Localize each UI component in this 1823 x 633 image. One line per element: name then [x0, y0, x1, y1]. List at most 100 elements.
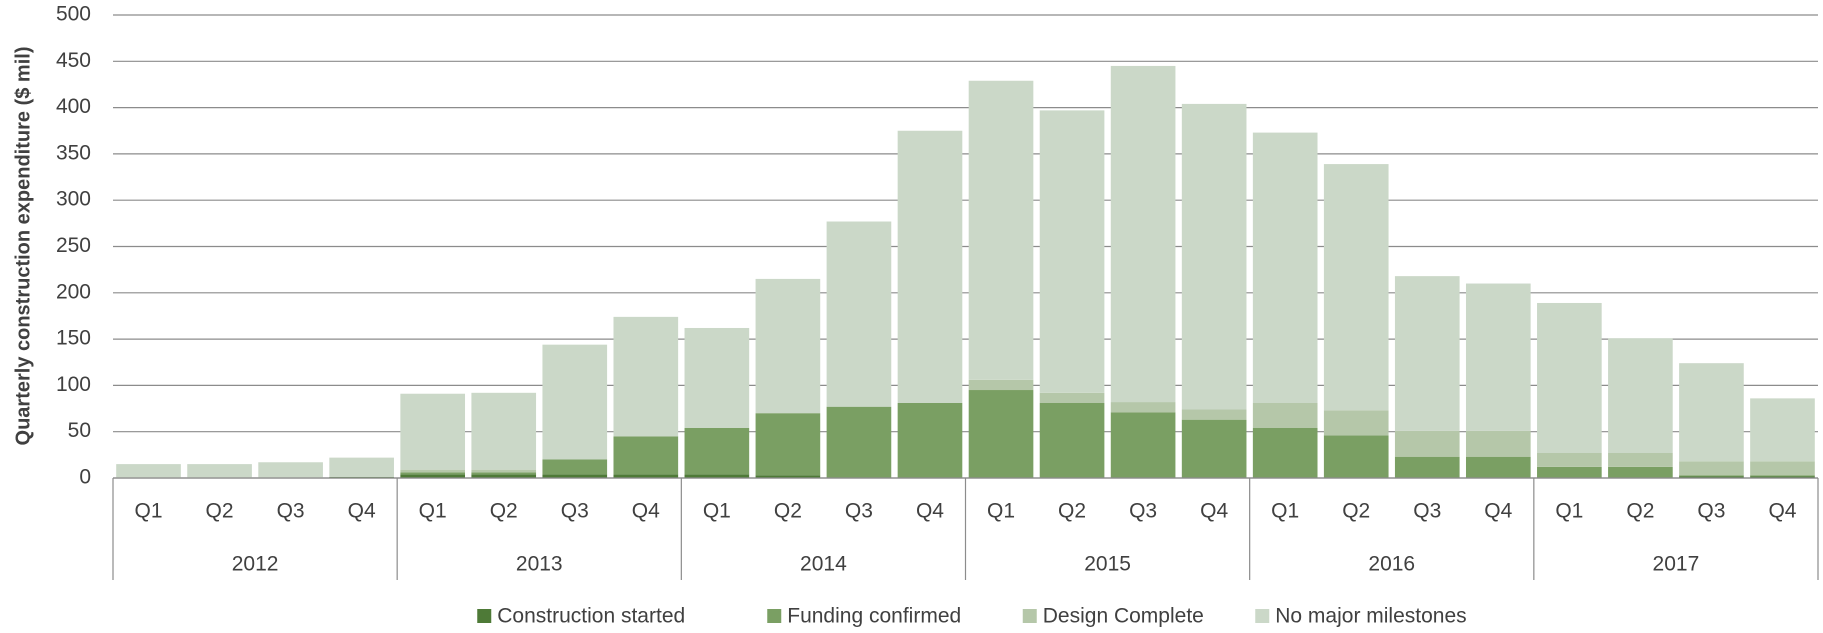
bar-segment: [1679, 461, 1744, 476]
bar-segment: [1679, 475, 1744, 477]
bar-segment: [1110, 65, 1176, 403]
bar-segment: [1252, 402, 1318, 428]
x-tick-label: Q4: [1200, 500, 1228, 523]
y-tick-label: 0: [79, 466, 91, 489]
x-tick-label: Q2: [1058, 500, 1086, 523]
bar-segment: [755, 413, 821, 476]
bar-segment: [1537, 466, 1602, 478]
bar-segment: [542, 459, 608, 475]
x-tick-label: Q3: [277, 500, 305, 523]
bar-segment: [1039, 402, 1105, 478]
x-tick-label: Q1: [1271, 500, 1299, 523]
y-tick-label: 100: [56, 373, 91, 396]
bar-segment: [755, 475, 821, 478]
bar-segment: [968, 80, 1034, 380]
legend-swatch: [767, 609, 782, 623]
x-tick-label: Q2: [490, 500, 518, 523]
y-tick-label: 250: [56, 234, 91, 257]
bar-segment: [1394, 430, 1460, 457]
bar-segment: [329, 457, 394, 478]
bar-segment: [1608, 338, 1673, 453]
legend-label: Funding confirmed: [787, 605, 961, 628]
x-tick-label: Q3: [1697, 500, 1725, 523]
x-tick-label: Q4: [632, 500, 660, 523]
y-tick-label: 200: [56, 280, 91, 303]
bar-segment: [1394, 456, 1460, 478]
x-tick-label: Q4: [348, 500, 376, 523]
bar-segment: [684, 327, 750, 428]
bar-segment: [400, 469, 466, 473]
y-tick-label: 300: [56, 188, 91, 211]
bar-segment: [1110, 402, 1176, 413]
year-label: 2015: [1084, 553, 1131, 576]
x-tick-label: Q4: [1768, 500, 1796, 523]
legend-swatch: [1022, 609, 1037, 623]
legend-label: Construction started: [497, 605, 685, 628]
x-tick-label: Q1: [703, 500, 731, 523]
legend-swatch: [477, 609, 492, 623]
bar-segment: [187, 464, 252, 478]
bar-segment: [1394, 276, 1460, 431]
x-tick-label: Q2: [1342, 500, 1370, 523]
y-tick-label: 350: [56, 141, 91, 164]
bar-segment: [613, 474, 679, 478]
x-tick-label: Q1: [1555, 500, 1583, 523]
bar-segment: [755, 278, 821, 414]
bar-segment: [400, 472, 466, 475]
bar-segment: [542, 474, 608, 478]
year-label: 2012: [232, 553, 279, 576]
bar-segment: [1323, 410, 1389, 436]
bar-segment: [826, 221, 892, 407]
bar-segment: [1608, 452, 1673, 467]
x-tick-label: Q2: [206, 500, 234, 523]
x-tick-label: Q4: [916, 500, 944, 523]
year-label: 2016: [1368, 553, 1415, 576]
x-tick-label: Q2: [1626, 500, 1654, 523]
bar-segment: [897, 130, 963, 403]
bar-segment: [1181, 419, 1247, 478]
bar-segment: [897, 402, 963, 478]
bar-segment: [1323, 164, 1389, 411]
bar-segment: [1039, 392, 1105, 403]
bar-segment: [1750, 461, 1815, 476]
x-tick-label: Q2: [774, 500, 802, 523]
bar-segment: [1465, 456, 1531, 478]
y-tick-label: 50: [68, 419, 91, 442]
bar-segment: [826, 406, 892, 478]
bar-segment: [1750, 398, 1815, 462]
y-tick-label: 150: [56, 327, 91, 350]
x-tick-label: Q4: [1484, 500, 1512, 523]
bar-segment: [1679, 363, 1744, 462]
bar-segment: [258, 462, 323, 478]
year-label: 2014: [800, 553, 847, 576]
bar-segment: [1039, 110, 1105, 393]
y-axis-title: Quarterly construction expenditure ($ mi…: [12, 47, 34, 446]
bar-segment: [1181, 409, 1247, 420]
bar-segment: [1181, 103, 1247, 410]
bar-segment: [1252, 427, 1318, 478]
year-label: 2013: [516, 553, 563, 576]
bar-segment: [1750, 476, 1815, 478]
bar-segment: [968, 390, 1034, 478]
bar-segment: [400, 474, 466, 478]
bar-segment: [1537, 302, 1602, 453]
bar-segment: [542, 344, 608, 460]
bar-segment: [471, 474, 537, 478]
bar-segment: [400, 393, 466, 470]
bar-segment: [968, 379, 1034, 391]
y-tick-label: 400: [56, 95, 91, 118]
bar-segment: [1110, 412, 1176, 478]
bar-segment: [613, 436, 679, 475]
y-tick-label: 500: [56, 3, 91, 26]
bar-segment: [1537, 452, 1602, 467]
x-tick-label: Q3: [845, 500, 873, 523]
bar-segment: [1679, 476, 1744, 478]
bar-segment: [1750, 475, 1815, 477]
x-tick-label: Q3: [1413, 500, 1441, 523]
bar-segment: [116, 464, 181, 478]
bar-segment: [684, 474, 750, 478]
year-label: 2017: [1653, 553, 1700, 576]
x-tick-label: Q1: [419, 500, 447, 523]
legend-label: No major milestones: [1275, 605, 1466, 628]
